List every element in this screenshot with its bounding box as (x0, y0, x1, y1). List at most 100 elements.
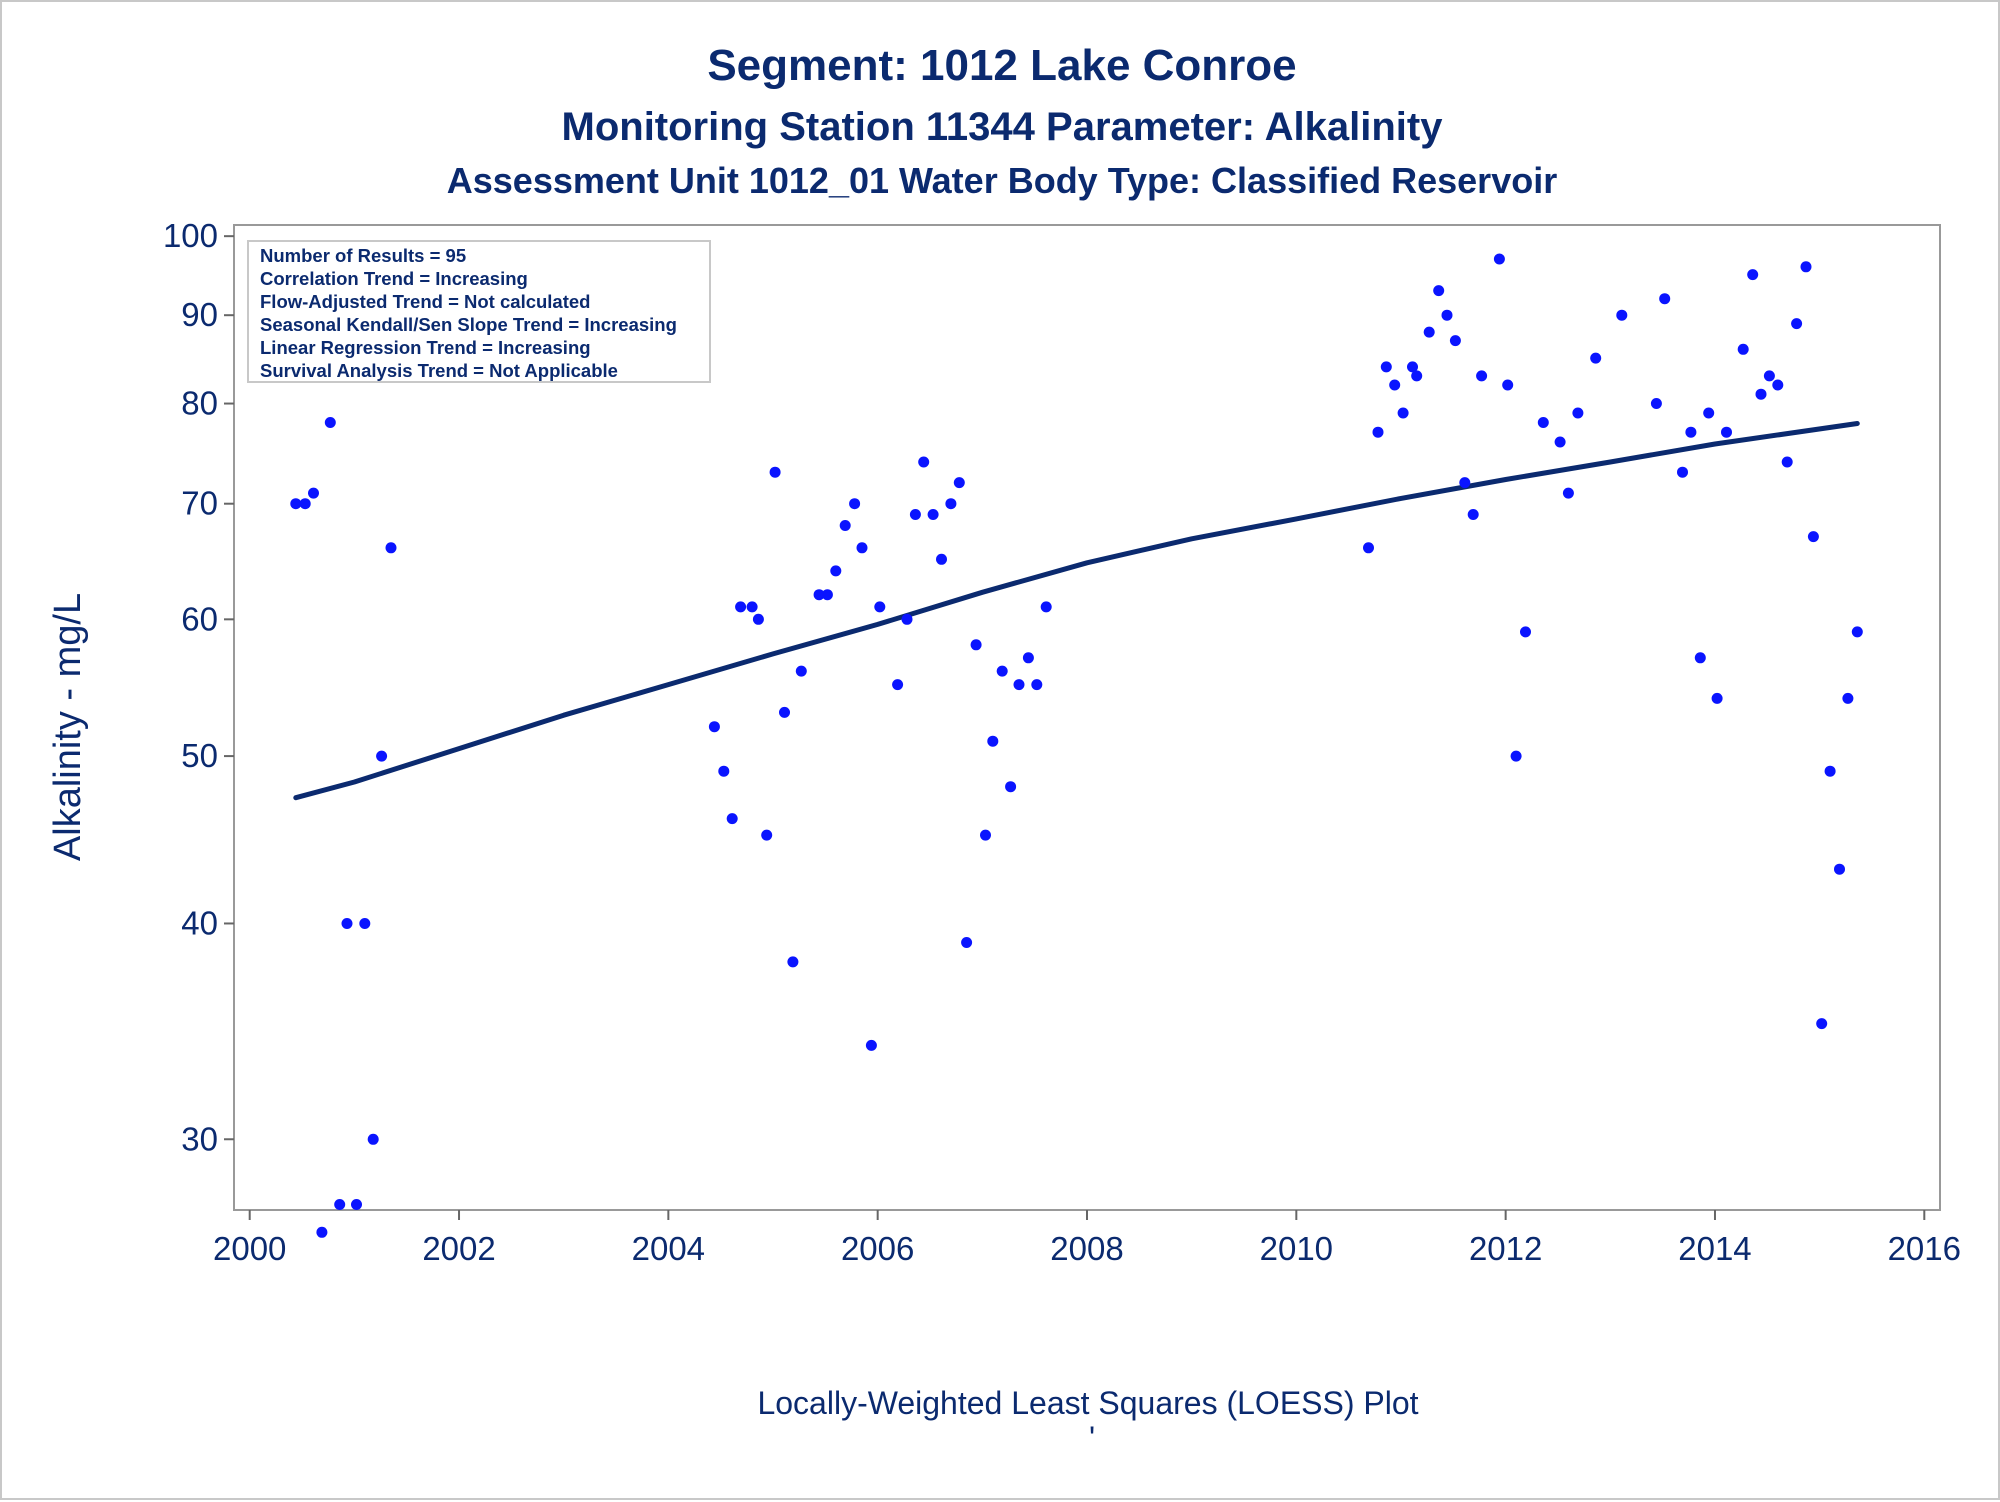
data-point (1459, 477, 1471, 489)
data-point (1407, 361, 1418, 373)
data-point (1781, 456, 1793, 468)
data-point (1616, 309, 1628, 321)
data-point (1397, 407, 1409, 419)
data-point (1763, 370, 1775, 382)
data-point (1824, 765, 1836, 777)
data-point (1005, 781, 1017, 793)
stats-line-results: Number of Results = 95 (260, 245, 466, 266)
data-point (1562, 487, 1574, 499)
data-point (1389, 379, 1401, 391)
data-point (945, 498, 957, 510)
data-point (1493, 253, 1505, 265)
data-point (927, 509, 939, 520)
data-point (1363, 542, 1374, 554)
data-point (1685, 426, 1697, 438)
data-point (1694, 652, 1706, 664)
stats-box: Number of Results = 95 Correlation Trend… (247, 240, 711, 383)
data-point (1433, 285, 1445, 297)
data-point (1022, 652, 1034, 664)
data-point (980, 829, 991, 841)
stats-box-border (247, 240, 711, 383)
y-axis: 30 40 50 60 70 80 90 100 (163, 217, 234, 1157)
chart-subtitle-2: Assessment Unit 1012_01 Water Body Type:… (447, 160, 1557, 201)
data-point (761, 829, 773, 841)
data-point (865, 1039, 877, 1051)
x-tick-label: 2012 (1469, 1230, 1542, 1267)
y-tick-label: 60 (181, 600, 218, 637)
stats-line-survival-analysis: Survival Analysis Trend = Not Applicable (260, 360, 618, 381)
data-point (1476, 370, 1488, 382)
data-point (1040, 601, 1052, 613)
data-point (735, 601, 747, 613)
data-point (290, 498, 302, 510)
data-point (1372, 426, 1384, 438)
footnote-mark: ' (1089, 1420, 1095, 1456)
data-point (334, 1199, 346, 1210)
y-tick-label: 70 (181, 485, 218, 522)
x-tick-label: 2008 (1050, 1230, 1123, 1267)
data-point (299, 498, 311, 510)
data-point (1650, 398, 1662, 409)
data-point (779, 706, 790, 718)
data-point (1755, 388, 1767, 400)
data-point (769, 466, 781, 478)
x-tick-label: 2000 (213, 1230, 286, 1267)
data-point (1537, 417, 1549, 428)
y-tick-label: 80 (181, 385, 218, 422)
x-axis: 2000 2002 2004 2006 2008 2010 2012 2014 2016 (213, 1210, 1961, 1267)
chart-title: Segment: 1012 Lake Conroe (707, 41, 1296, 90)
data-point (1834, 863, 1845, 875)
data-point (385, 542, 397, 554)
data-point (1467, 509, 1479, 520)
data-point (708, 721, 720, 733)
chart-footnote: Locally-Weighted Least Squares (LOESS) P… (757, 1385, 1418, 1421)
data-point (718, 765, 730, 777)
data-point (1721, 426, 1732, 438)
data-point (1502, 379, 1514, 391)
data-point (1423, 326, 1435, 338)
x-tick-label: 2010 (1260, 1230, 1333, 1267)
data-point (856, 542, 868, 554)
y-tick-label: 100 (163, 217, 218, 254)
data-point (1800, 261, 1812, 273)
data-point (874, 601, 886, 613)
data-point (359, 918, 371, 929)
data-point (316, 1226, 328, 1238)
data-point (909, 509, 921, 520)
x-tick-label: 2014 (1678, 1230, 1751, 1267)
data-point (839, 520, 851, 531)
data-point (1554, 436, 1566, 448)
loess-trend-line (293, 421, 1860, 801)
data-point (308, 487, 319, 499)
data-point (953, 477, 965, 489)
data-point (1449, 335, 1461, 347)
x-tick-label: 2016 (1888, 1230, 1961, 1267)
x-tick-label: 2006 (841, 1230, 914, 1267)
data-point (961, 937, 973, 948)
data-point (901, 613, 913, 625)
data-point (1590, 352, 1602, 364)
data-point (987, 735, 999, 747)
data-point (996, 665, 1008, 677)
data-point (1380, 361, 1392, 373)
data-point (813, 589, 825, 601)
y-tick-label: 50 (181, 737, 218, 774)
data-point (367, 1133, 379, 1145)
data-point (849, 498, 861, 510)
stats-line-flow-adjusted: Flow-Adjusted Trend = Not calculated (260, 291, 590, 312)
data-point (1572, 407, 1584, 419)
data-point (376, 750, 388, 762)
data-point (936, 553, 947, 565)
data-point (324, 417, 336, 428)
data-point (1677, 466, 1688, 478)
data-point (746, 601, 758, 613)
x-tick-label: 2002 (422, 1230, 495, 1267)
data-point (341, 918, 353, 929)
stats-line-seasonal-kendall: Seasonal Kendall/Sen Slope Trend = Incre… (260, 314, 677, 335)
y-tick-label: 40 (181, 904, 218, 941)
data-point (1747, 269, 1759, 281)
data-point (787, 956, 799, 968)
data-point (1711, 692, 1723, 704)
y-axis-label: Alkalinity - mg/L (47, 593, 89, 861)
